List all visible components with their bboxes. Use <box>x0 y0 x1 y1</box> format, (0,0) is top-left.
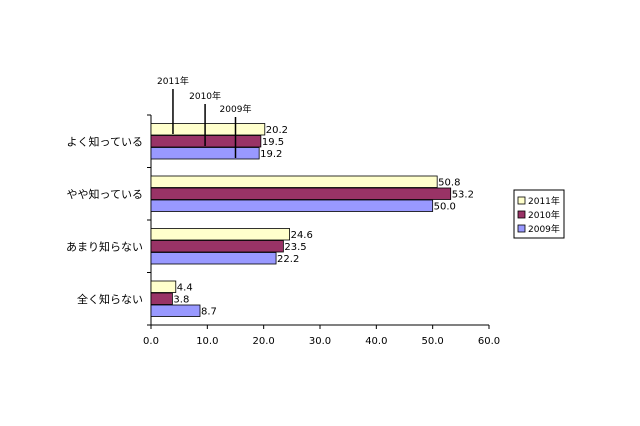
legend-label: 2011年 <box>528 195 560 207</box>
x-tick-label: 0.0 <box>143 336 159 347</box>
x-tick-label: 20.0 <box>253 336 275 347</box>
bar-2011年 <box>150 228 290 241</box>
bar-2009年 <box>150 304 201 317</box>
callout-label: 2011年 <box>157 75 189 87</box>
data-label: 22.2 <box>277 254 299 265</box>
x-tick-label: 30.0 <box>309 336 331 347</box>
data-label: 50.8 <box>438 178 460 189</box>
chart-labels: 20.219.519.2 50.853.250.0 24.623.522.2 4.43… <box>173 125 474 318</box>
category-label: 全く知らない <box>77 292 143 306</box>
data-label: 53.2 <box>452 190 474 201</box>
chart-legend: 2011年 2010年 2009年 <box>513 189 565 239</box>
chart-axes: 0.0 10.0 20.0 30.0 40.0 50.0 60.0 よく知っているやや知ってい… <box>66 114 500 347</box>
data-label: 4.4 <box>177 283 193 294</box>
bar-2011年 <box>150 280 177 293</box>
x-tick-label: 40.0 <box>365 336 387 347</box>
category-label: やや知っている <box>67 187 143 201</box>
data-label: 19.5 <box>262 137 284 148</box>
bar-2009年 <box>150 199 434 212</box>
chart-bars <box>150 123 452 317</box>
x-tick-label: 10.0 <box>196 336 218 347</box>
legend-swatch <box>517 210 526 219</box>
bar-2009年 <box>150 147 260 160</box>
data-label: 19.2 <box>260 149 282 160</box>
data-label: 8.7 <box>201 307 217 318</box>
bar-2010年 <box>150 240 284 253</box>
x-tick-label: 60.0 <box>478 336 500 347</box>
category-label: あまり知らない <box>66 239 143 253</box>
data-label: 3.8 <box>173 295 189 306</box>
callout-label: 2010年 <box>189 90 221 102</box>
legend-label: 2010年 <box>528 209 560 221</box>
legend-swatch <box>517 224 526 233</box>
bar-2011年 <box>150 123 266 136</box>
legend-label: 2009年 <box>528 223 560 235</box>
callout-label: 2009年 <box>220 103 252 115</box>
data-label: 24.6 <box>291 230 313 241</box>
legend-swatch <box>517 196 526 205</box>
data-label: 23.5 <box>284 242 306 253</box>
bar-2009年 <box>150 252 277 265</box>
bar-2011年 <box>150 175 438 188</box>
category-label: よく知っている <box>67 134 143 148</box>
x-tick-label: 50.0 <box>422 336 444 347</box>
data-label: 20.2 <box>266 125 288 136</box>
bar-2010年 <box>150 292 173 305</box>
data-label: 50.0 <box>434 202 456 213</box>
bar-2010年 <box>150 187 452 200</box>
bar-2010年 <box>150 135 262 148</box>
